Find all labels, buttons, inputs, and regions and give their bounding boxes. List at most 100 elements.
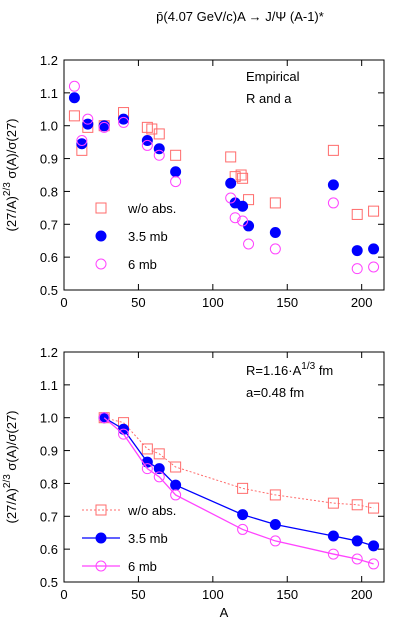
series-line	[104, 417, 374, 509]
annotation-line: a=0.48 fm	[246, 385, 304, 400]
data-point	[243, 220, 255, 232]
data-point	[269, 197, 281, 209]
data-point	[153, 448, 165, 460]
data-point	[368, 502, 380, 514]
data-point	[141, 139, 153, 151]
plot-frame	[63, 351, 385, 583]
series-0	[68, 107, 380, 220]
y-tick-label: 0.7	[40, 217, 58, 232]
data-point	[269, 243, 281, 255]
data-point	[351, 553, 363, 565]
data-point	[229, 212, 241, 224]
x-tick-label: 100	[202, 587, 224, 602]
data-point	[98, 412, 110, 424]
data-point	[368, 540, 380, 552]
y-tick-label: 0.5	[40, 575, 58, 590]
legend-marker	[95, 258, 107, 270]
y-tick-label: 0.7	[40, 509, 58, 524]
data-point	[368, 558, 380, 570]
data-point	[327, 548, 339, 560]
x-tick-label: 0	[60, 295, 67, 310]
data-point	[327, 144, 339, 156]
data-point	[237, 172, 249, 184]
data-point	[225, 151, 237, 163]
legend-label: w/o abs.	[127, 503, 176, 518]
annotation-line: R and a	[246, 91, 292, 106]
y-tick-label: 0.8	[40, 184, 58, 199]
data-point	[327, 197, 339, 209]
data-point	[327, 497, 339, 509]
x-tick-label: 50	[131, 587, 145, 602]
data-point	[269, 227, 281, 238]
y-tick-label: 1.0	[40, 119, 58, 134]
data-point	[170, 479, 182, 491]
legend-marker	[95, 504, 107, 516]
series-0	[98, 412, 380, 514]
data-point	[351, 245, 363, 257]
legend-marker	[95, 532, 107, 544]
data-point	[68, 92, 80, 104]
data-point	[76, 138, 88, 150]
legend-entry: 6 mb	[95, 257, 157, 272]
data-point	[153, 128, 165, 140]
x-tick-label: 100	[202, 295, 224, 310]
data-point	[153, 471, 165, 483]
data-point	[237, 523, 249, 535]
data-point	[351, 208, 363, 220]
series-line	[103, 417, 374, 547]
data-point	[141, 121, 153, 133]
data-point	[237, 200, 249, 212]
data-point	[68, 80, 80, 92]
data-point	[82, 113, 94, 125]
data-point	[141, 443, 153, 455]
legend-entry: 3.5 mb	[82, 531, 168, 546]
y-tick-label: 1.0	[40, 411, 58, 426]
legend-label: 6 mb	[128, 257, 157, 272]
series-1	[68, 92, 380, 257]
data-point	[68, 110, 80, 122]
x-tick-label: 0	[60, 587, 67, 602]
data-point	[368, 261, 380, 273]
legend-entry: w/o abs.	[95, 201, 176, 216]
series-line	[103, 417, 374, 565]
x-tick-label: 200	[351, 295, 373, 310]
data-point	[269, 489, 281, 501]
chart-panel-2: 0.5 0.6 0.7 0.8 0.9 1.0 1.1 1.2 0 50 100 150 200 (27/…	[2, 345, 385, 620]
x-tick-label: 150	[276, 587, 298, 602]
data-point	[351, 535, 363, 547]
data-point	[235, 169, 247, 181]
legend-marker	[95, 560, 107, 572]
data-point	[170, 166, 182, 178]
data-point	[225, 192, 237, 204]
y-tick-label: 0.6	[40, 542, 58, 557]
chart-panel-1: 0.5 0.6 0.7 0.8 0.9 1.0 1.1 1.2 0 50 100 150 200 (27/…	[2, 9, 385, 310]
legend-entry: w/o abs.	[82, 503, 176, 518]
y-tick-label: 0.9	[40, 152, 58, 167]
data-point	[118, 116, 130, 128]
legend-label: 3.5 mb	[128, 531, 168, 546]
x-tick-label: 150	[276, 295, 298, 310]
data-point	[225, 177, 237, 189]
y-tick-label: 0.8	[40, 476, 58, 491]
data-point	[243, 194, 255, 206]
y-axis-label: (27/A)2/3 σ(A)/σ(27)	[2, 118, 19, 231]
y-tick-label: 1.1	[40, 86, 58, 101]
data-point	[269, 535, 281, 547]
annotation-line: Empirical	[246, 69, 300, 84]
data-point	[170, 461, 182, 473]
annotation-line: R=1.16·A1/3 fm	[246, 361, 333, 378]
y-tick-label: 0.6	[40, 250, 58, 265]
legend-label: 3.5 mb	[128, 229, 168, 244]
data-point	[118, 428, 130, 440]
data-point	[118, 113, 130, 125]
data-point	[170, 149, 182, 161]
data-point	[153, 463, 165, 475]
data-point	[368, 205, 380, 217]
legend-entry: 3.5 mb	[95, 229, 168, 244]
y-tick-label: 1.2	[40, 345, 58, 360]
data-point	[141, 463, 153, 475]
data-point	[237, 509, 249, 521]
legend-marker	[95, 230, 107, 242]
data-point	[237, 215, 249, 227]
x-axis-label: A	[220, 605, 229, 620]
